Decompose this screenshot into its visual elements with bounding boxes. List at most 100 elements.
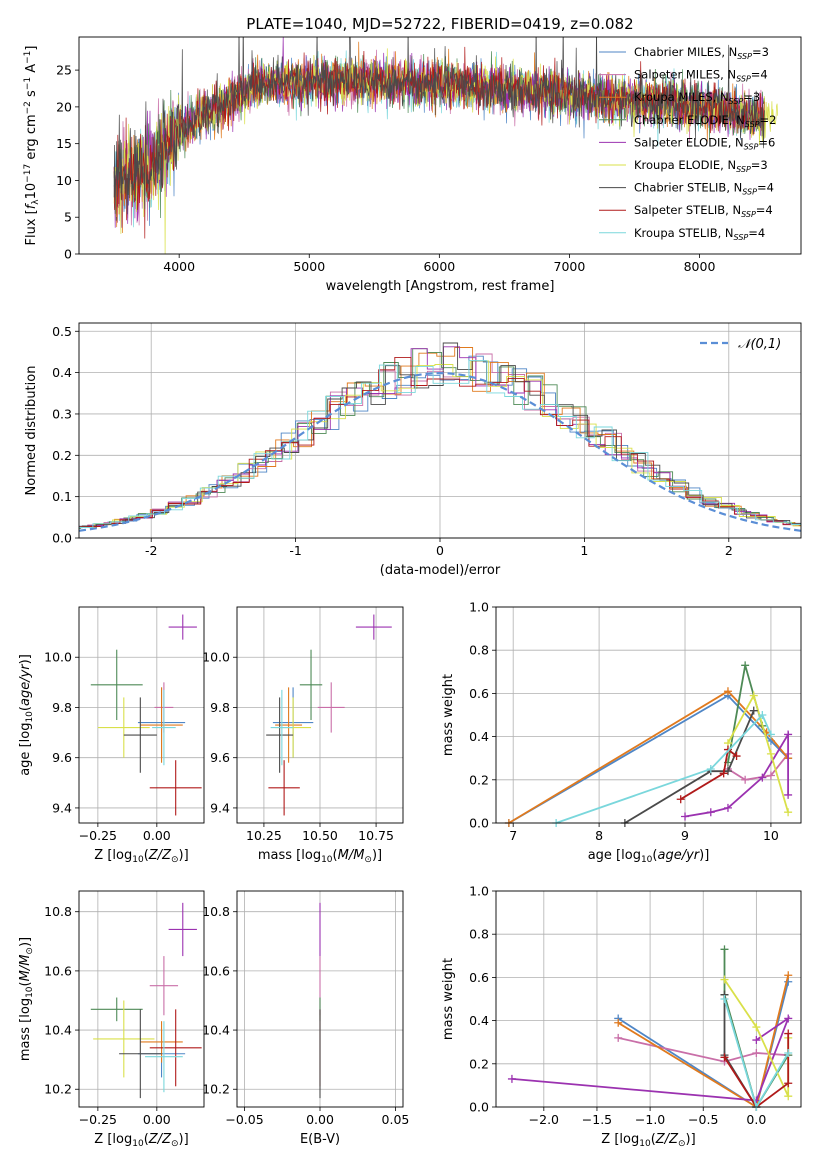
weight-line-1 bbox=[727, 753, 789, 781]
legend-entry: Kroupa ELODIE, NSSP=3 bbox=[634, 158, 768, 174]
y-tick-label: 0.6 bbox=[469, 970, 489, 985]
y-axis-label: mass weight bbox=[441, 674, 456, 756]
y-tick-label: 9.4 bbox=[52, 800, 72, 815]
y-tick-label: 9.8 bbox=[52, 700, 72, 715]
weight-marker bbox=[784, 790, 793, 799]
weight-marker bbox=[723, 767, 732, 776]
x-tick-label: 7 bbox=[509, 828, 517, 843]
weight-line-1 bbox=[618, 1037, 789, 1063]
weight-line-2 bbox=[508, 690, 789, 824]
x-axis-label: E(B-V) bbox=[300, 1132, 340, 1147]
legend-entry: Chabrier STELIB, NSSP=4 bbox=[634, 181, 774, 197]
x-axis-label: mass [log10(M/M⊙)] bbox=[258, 848, 382, 865]
x-axis-label: Z [log10(Z/Z⊙)] bbox=[601, 1132, 695, 1149]
weight-marker bbox=[614, 1018, 623, 1027]
legend-entry: Salpeter MILES, NSSP=4 bbox=[634, 68, 768, 84]
legend-entry: Chabrier ELODIE, NSSP=2 bbox=[634, 113, 776, 129]
histogram-8 bbox=[79, 360, 801, 528]
x-tick-label: −0.5 bbox=[688, 1112, 718, 1127]
x-tick-label: −0.05 bbox=[225, 1112, 263, 1127]
weight-marker bbox=[719, 769, 728, 778]
y-tick-label: 0.2 bbox=[52, 448, 72, 463]
weight-marker bbox=[732, 752, 741, 761]
axes-frame bbox=[78, 606, 205, 824]
legend-entry: Salpeter STELIB, NSSP=4 bbox=[634, 203, 773, 219]
y-axis-label: age [log10(age/yr)] bbox=[18, 654, 35, 776]
weight-marker bbox=[706, 765, 715, 773]
weight-line-6 bbox=[624, 710, 755, 824]
y-tick-label: 0.6 bbox=[469, 686, 489, 701]
y-tick-label: 0.4 bbox=[469, 729, 489, 744]
y-tick-label: 0 bbox=[64, 247, 72, 262]
weight-marker bbox=[676, 795, 685, 804]
y-tick-label: 10.0 bbox=[202, 650, 230, 665]
weight-marker bbox=[706, 808, 715, 817]
weight-marker bbox=[752, 1049, 761, 1057]
y-tick-label: 15 bbox=[56, 136, 72, 151]
residual-histogram-panel: -2 -1 0 1 2 0.0 0.1 0.2 0.3 0.4 0.5 𝒩(0,1) (data-mod… bbox=[24, 322, 802, 578]
legend-entry: Kroupa STELIB, NSSP=4 bbox=[634, 226, 765, 242]
x-tick-label: 0.00 bbox=[143, 1112, 171, 1127]
age-vs-metallicity-panel: −0.25 0.00 9.4 9.6 9.8 10.0 Z [log10(Z/Z⊙)] age… bbox=[18, 606, 205, 865]
axes-frame bbox=[78, 890, 205, 1108]
weight-marker bbox=[758, 711, 767, 719]
y-tick-label: 0.2 bbox=[469, 772, 489, 787]
weight-marker bbox=[784, 1092, 793, 1101]
y-tick-label: 0.8 bbox=[469, 643, 489, 658]
weight-marker bbox=[507, 1074, 516, 1083]
weight-marker bbox=[681, 812, 690, 821]
x-axis-label: age [log10(age/yr)] bbox=[588, 848, 710, 865]
axes-frame bbox=[78, 36, 802, 255]
y-tick-label: 0.8 bbox=[469, 927, 489, 942]
y-tick-label: 1.0 bbox=[469, 600, 489, 615]
legend-entry: Salpeter ELODIE, NSSP=6 bbox=[634, 135, 775, 151]
x-tick-label: 0.05 bbox=[382, 1112, 410, 1127]
y-tick-label: 10.2 bbox=[44, 1082, 72, 1097]
x-tick-label: −2.0 bbox=[529, 1112, 559, 1127]
weight-marker bbox=[758, 773, 767, 782]
x-tick-label: 8 bbox=[595, 828, 603, 843]
weight-marker bbox=[723, 803, 732, 812]
weight-marker bbox=[741, 775, 750, 784]
x-tick-label: 9 bbox=[681, 828, 689, 843]
weight-marker bbox=[720, 1053, 729, 1062]
weight-marker bbox=[784, 971, 793, 980]
y-tick-label: 10.6 bbox=[44, 963, 72, 978]
weight-marker bbox=[766, 730, 775, 739]
weight-marker bbox=[720, 995, 729, 1003]
mass-weight-vs-age-panel: 7 8 9 10 0.0 0.2 0.4 0.6 0.8 1.0 age [log10(age/yr… bbox=[441, 600, 802, 865]
weight-marker bbox=[749, 691, 758, 700]
y-tick-label: 10 bbox=[56, 173, 72, 188]
y-tick-label: 20 bbox=[56, 99, 72, 114]
x-tick-label: 10.25 bbox=[246, 828, 282, 843]
x-tick-label: 2 bbox=[725, 543, 733, 558]
y-tick-label: 9.6 bbox=[52, 750, 72, 765]
y-tick-label: 10.2 bbox=[202, 1082, 230, 1097]
weight-marker bbox=[784, 1079, 793, 1088]
weight-marker bbox=[720, 945, 729, 954]
y-tick-label: 10.8 bbox=[44, 904, 72, 919]
y-tick-label: 9.4 bbox=[210, 800, 230, 815]
x-tick-label: 10.50 bbox=[302, 828, 338, 843]
spectrum-line-6 bbox=[113, 37, 765, 215]
y-tick-label: 0.4 bbox=[469, 1013, 489, 1028]
weight-line-4 bbox=[684, 731, 789, 818]
x-axis-label: (data-model)/error bbox=[380, 563, 501, 578]
x-tick-label: −0.25 bbox=[79, 1112, 117, 1127]
weight-marker bbox=[752, 1036, 761, 1045]
x-tick-label: 10 bbox=[763, 828, 779, 843]
x-tick-label: -2 bbox=[145, 543, 157, 558]
x-tick-label: 4000 bbox=[163, 259, 195, 274]
weight-marker bbox=[784, 1029, 793, 1038]
weight-line-0 bbox=[508, 694, 789, 824]
y-tick-label: 9.8 bbox=[210, 700, 230, 715]
y-tick-label: 10.0 bbox=[44, 650, 72, 665]
x-tick-label: 0.00 bbox=[143, 828, 171, 843]
legend-entry: Kroupa MILES, NSSP=3 bbox=[634, 90, 760, 106]
weight-line-4 bbox=[511, 1016, 791, 1102]
y-tick-label: 0.2 bbox=[469, 1056, 489, 1071]
x-tick-label: -1 bbox=[289, 543, 301, 558]
weight-marker bbox=[752, 1023, 761, 1032]
y-tick-label: 10.6 bbox=[202, 963, 230, 978]
